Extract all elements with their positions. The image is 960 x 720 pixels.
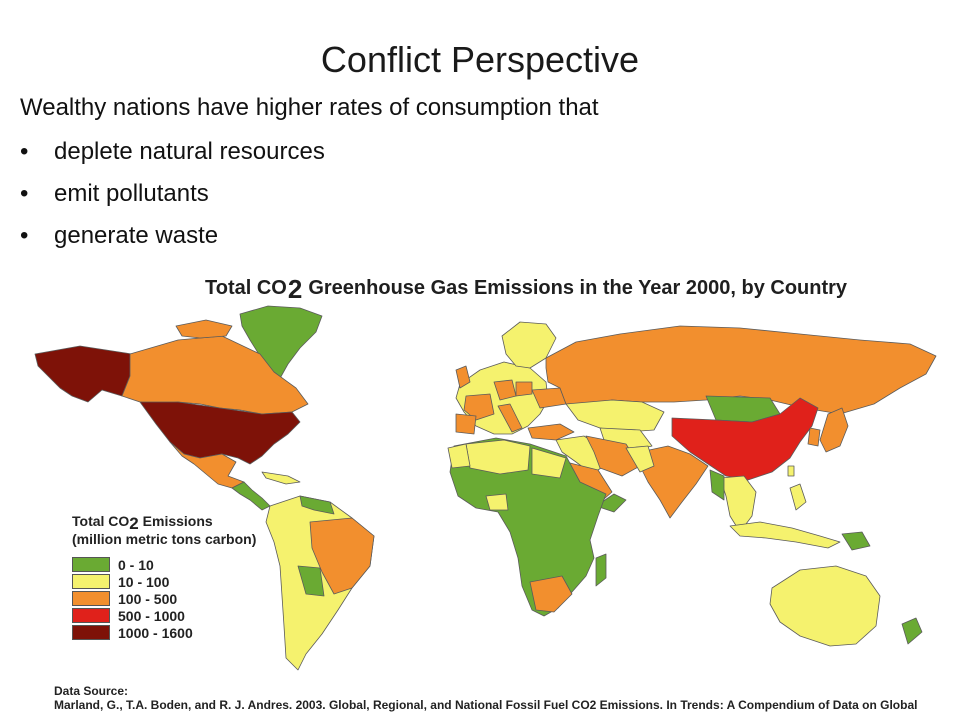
bullet-text: generate waste (54, 222, 219, 249)
legend-swatch (72, 608, 110, 623)
bullet-icon: • (20, 180, 29, 207)
taiwan (787, 465, 795, 477)
legend-unit: (million metric tons carbon) (72, 531, 257, 547)
turkey (527, 423, 575, 441)
data-source: Data Source: Marland, G., T.A. Boden, an… (54, 684, 954, 712)
legend-swatch (72, 574, 110, 589)
canada (121, 335, 309, 415)
korea (807, 427, 821, 447)
slide-title: Conflict Perspective (320, 39, 640, 80)
china (671, 397, 819, 481)
spain (455, 413, 477, 435)
italy (497, 403, 523, 433)
legend-rows: 0 - 10 10 - 100 100 - 500 500 - 1000 1000 - … (72, 556, 272, 641)
bullet-text: deplete natural resources (54, 138, 325, 165)
yemen-oman (595, 493, 627, 513)
legend-label: 10 - 100 (118, 573, 170, 590)
iran (585, 435, 641, 477)
legend-swatch (72, 557, 110, 572)
map-title: Total CO2 Greenhouse Gas Emissions in the… (205, 274, 848, 304)
myanmar (709, 469, 725, 501)
philippines (789, 483, 807, 511)
kazakhstan (565, 399, 665, 433)
intro-text: Wealthy nations have higher rates of con… (20, 94, 599, 121)
legend-label: 500 - 1000 (118, 607, 185, 624)
bullet-icon: • (20, 222, 29, 249)
poland (515, 381, 533, 397)
papua (841, 531, 871, 551)
madagascar (595, 553, 607, 587)
canada-islands (175, 319, 233, 339)
egypt (531, 447, 567, 479)
legend-label: 1000 - 1600 (118, 624, 193, 641)
legend-label: 0 - 10 (118, 556, 154, 573)
bullet-list: • deplete natural resources • emit polluta… (20, 136, 325, 262)
bullet-item: • emit pollutants (20, 178, 325, 220)
map-legend: Total CO2 Emissions (million metric tons… (72, 512, 272, 641)
france (463, 393, 495, 421)
legend-label: 100 - 500 (118, 590, 178, 607)
legend-swatch (72, 591, 110, 606)
bullet-item: • deplete natural resources (20, 136, 325, 178)
india (639, 445, 709, 519)
nigeria (485, 493, 509, 511)
brazil (309, 517, 375, 595)
legend-item: 10 - 100 (72, 573, 272, 590)
legend-title: Total CO2 Emissions (72, 513, 213, 533)
algeria-libya (465, 439, 531, 475)
world-emissions-map (34, 305, 937, 671)
central-america (231, 481, 271, 511)
bullet-item: • generate waste (20, 220, 325, 262)
bullet-text: emit pollutants (54, 180, 209, 207)
japan (819, 407, 849, 453)
pakistan-afghanistan (625, 445, 655, 473)
indonesia (729, 521, 841, 549)
caribbean (261, 471, 301, 485)
source-heading: Data Source: (54, 684, 129, 698)
south-africa (529, 575, 573, 613)
source-citation: Marland, G., T.A. Boden, and R. J. Andre… (54, 698, 918, 712)
legend-item: 500 - 1000 (72, 607, 272, 624)
new-zealand (901, 617, 923, 645)
morocco (447, 443, 471, 469)
bolivia-paraguay (297, 565, 325, 597)
uk (455, 365, 471, 389)
bullet-icon: • (20, 138, 29, 165)
sa-north-small (299, 495, 335, 515)
legend-swatch (72, 625, 110, 640)
australia (769, 565, 881, 647)
legend-item: 100 - 500 (72, 590, 272, 607)
legend-item: 1000 - 1600 (72, 624, 272, 641)
legend-item: 0 - 10 (72, 556, 272, 573)
greenland (239, 305, 323, 383)
alaska (34, 345, 133, 403)
